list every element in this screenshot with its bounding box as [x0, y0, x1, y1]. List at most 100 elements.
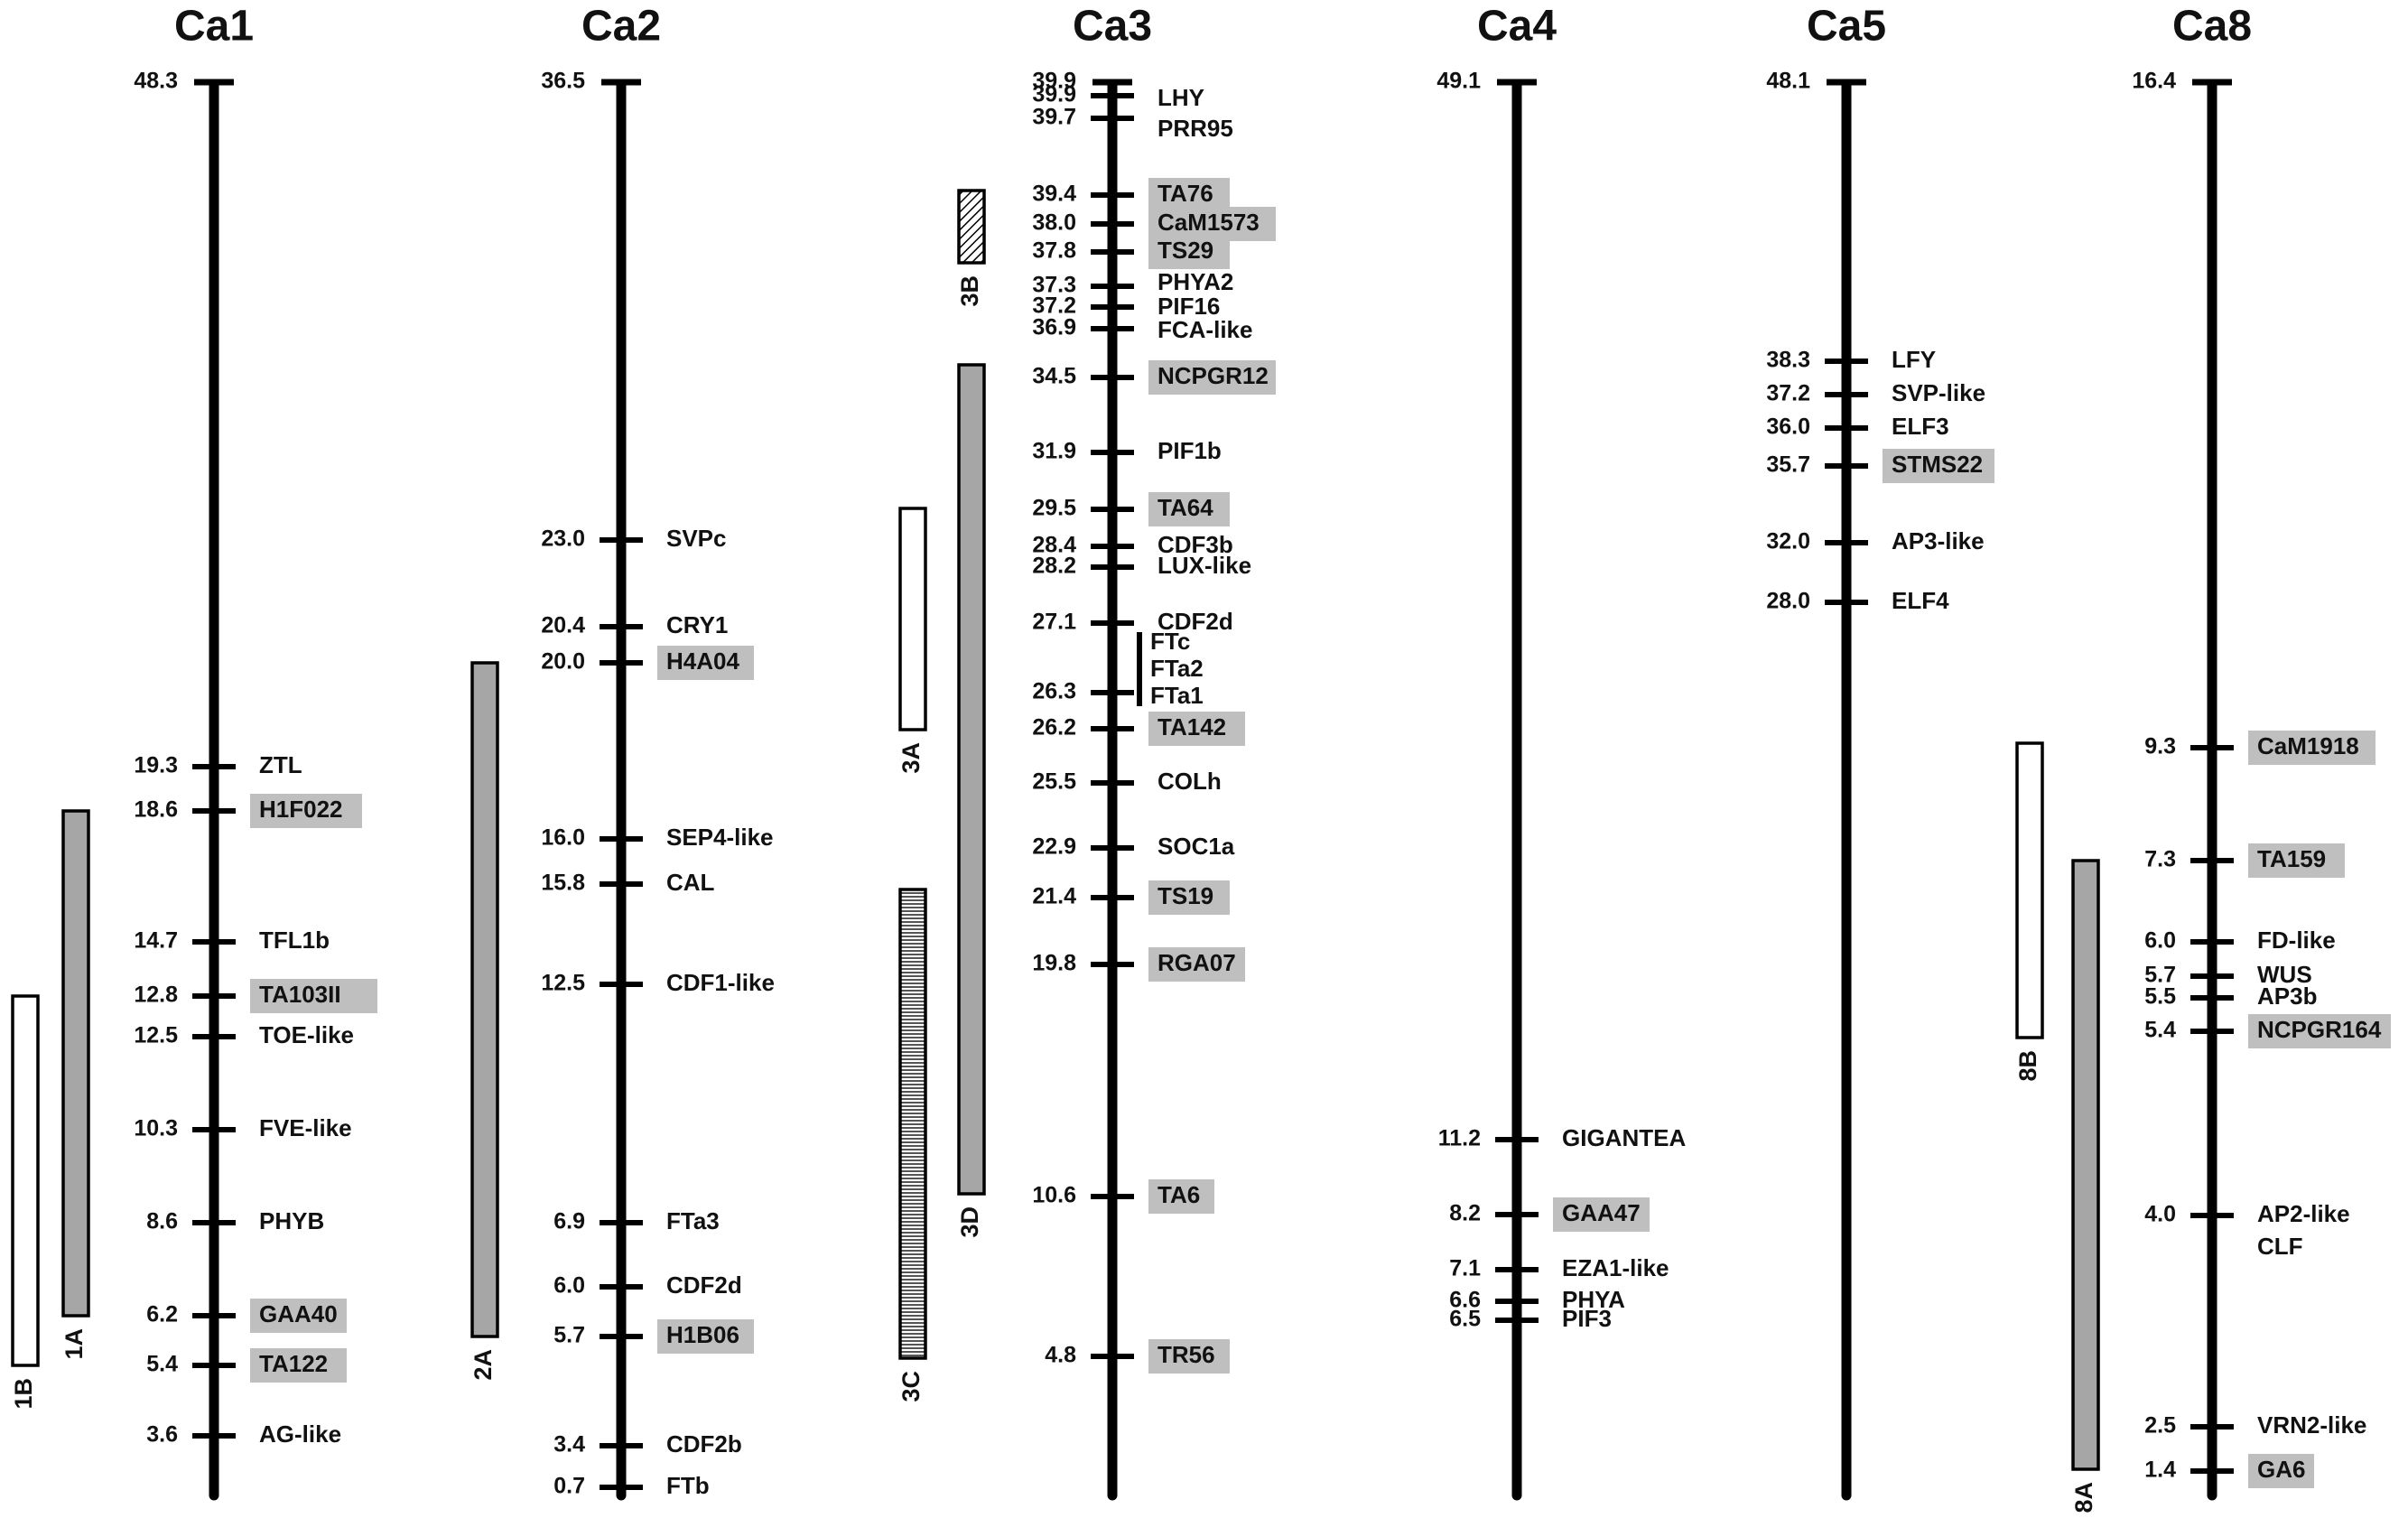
marker-position: 1.4 [2144, 1457, 2176, 1483]
marker-highlight [657, 1319, 754, 1354]
marker-label: GIGANTEA [1562, 1124, 1686, 1151]
marker-label: ELF3 [1892, 413, 1949, 440]
marker-label: TA159 [2257, 845, 2326, 872]
marker-label: TR56 [1158, 1341, 1215, 1368]
marker: 28.2 LUX-like [1032, 552, 1251, 579]
marker-position: 37.3 [1032, 273, 1076, 298]
marker: 39.9 LHY [1032, 82, 1204, 111]
chromosome-title: Ca2 [581, 3, 661, 51]
marker-label: AG-like [259, 1420, 341, 1448]
marker-label: CDF2d [666, 1271, 742, 1299]
marker-position: 23.0 [541, 526, 585, 552]
marker-position: 5.7 [2144, 963, 2176, 988]
marker-position: 11.2 [1438, 1126, 1481, 1151]
region-label: 2A [470, 1349, 497, 1381]
chromosome-length: 36.5 [541, 69, 585, 94]
marker-highlight [1148, 360, 1276, 395]
marker-position: 15.8 [541, 871, 585, 896]
marker: 39.4 TA76 [1032, 178, 1230, 212]
marker-position: 22.9 [1032, 834, 1076, 860]
marker-position: 19.3 [134, 753, 178, 778]
marker-position: 34.5 [1032, 364, 1076, 389]
marker: 6.0 CDF2d [553, 1271, 742, 1299]
marker-label: SVP-like [1892, 379, 1985, 406]
region-label: 3C [897, 1371, 925, 1402]
marker-position: 16.0 [541, 825, 585, 851]
marker: 0.7 FTb [553, 1472, 709, 1499]
marker-highlight [2248, 1014, 2391, 1048]
marker-position: 29.5 [1032, 496, 1076, 521]
marker-label: CRY1 [666, 611, 728, 638]
marker-position: 4.8 [1045, 1343, 1076, 1368]
marker-position: 3.6 [146, 1422, 178, 1448]
marker: 28.4 CDF3b [1032, 531, 1232, 558]
marker-label: PRR95 [1158, 115, 1233, 142]
chromosome-length: 16.4 [2132, 69, 2176, 94]
marker: 36.0 ELF3 [1766, 413, 1948, 440]
marker-label: CaM1573 [1158, 209, 1260, 236]
marker-position: 36.9 [1032, 315, 1076, 340]
marker: 10.6 TA6 [1032, 1179, 1214, 1214]
marker: 14.7 TFL1b [134, 927, 330, 954]
marker-position: 5.5 [2144, 984, 2176, 1010]
marker-label: NCPGR12 [1158, 362, 1269, 389]
marker-label: CaM1918 [2257, 732, 2359, 759]
marker: 36.9 FCA-like [1032, 315, 1252, 343]
marker: 31.9 PIF1b [1032, 437, 1221, 464]
marker-label: TA122 [259, 1350, 328, 1377]
marker: 12.5 TOE-like [134, 1021, 354, 1048]
marker-position: 6.0 [553, 1273, 585, 1299]
marker-label: TA103II [259, 981, 341, 1008]
marker-highlight [1148, 1179, 1214, 1214]
marker-label-second: CLF [2257, 1233, 2303, 1260]
marker-label: PHYA [1562, 1286, 1625, 1313]
marker-position: 18.6 [134, 797, 178, 823]
marker-highlight [2248, 843, 2345, 878]
region-label: 8B [2014, 1050, 2041, 1082]
marker: 8.6 PHYB [146, 1207, 324, 1234]
marker-label: WUS [2257, 961, 2312, 988]
marker-label: NCPGR164 [2257, 1016, 2382, 1043]
marker-position: 12.5 [541, 971, 585, 996]
marker-position: 5.7 [553, 1323, 585, 1348]
marker: 15.8 CAL [541, 869, 714, 896]
marker-label: GAA40 [259, 1300, 338, 1327]
marker-label: ZTL [259, 751, 302, 778]
marker: 6.0 FD-like [2144, 927, 2335, 954]
region-8a [2071, 859, 2100, 1471]
marker-position: 0.7 [553, 1474, 585, 1499]
marker: 6.6 PHYA [1449, 1286, 1625, 1313]
group-marker-label: FTa1 [1150, 682, 1204, 709]
marker-position: 7.1 [1449, 1256, 1481, 1281]
marker: 4.8 TR56 [1045, 1339, 1230, 1374]
marker-position: 21.4 [1032, 884, 1076, 909]
marker-position: 35.7 [1766, 452, 1810, 478]
chromosome-title: Ca4 [1477, 3, 1557, 51]
region-1b [11, 994, 40, 1367]
chromosome-ca5: Ca5 48.1 38.3 LFY 37.2 SVP-like 36.0 ELF3 35.7 ST… [1766, 3, 1994, 1501]
region-label: 8A [2070, 1482, 2097, 1513]
marker-label: PHYB [259, 1207, 324, 1234]
marker-label: PHYA2 [1158, 268, 1233, 295]
marker-label: FD-like [2257, 927, 2336, 954]
marker: 19.8 RGA07 [1032, 947, 1245, 982]
marker-label: PIF3 [1562, 1305, 1612, 1332]
marker-position: 5.4 [146, 1352, 178, 1377]
marker: 5.7 H1B06 [553, 1319, 754, 1354]
marker-label: CDF2d [1158, 608, 1233, 635]
marker: 26.2 TA142 [1032, 712, 1245, 746]
marker-label: AP2-like [2257, 1200, 2350, 1227]
chromosome-title: Ca3 [1073, 3, 1152, 51]
marker-position: 26.3 [1032, 679, 1076, 704]
marker: 1.4 GA6 [2144, 1454, 2314, 1488]
marker-label: PIF16 [1158, 293, 1220, 320]
marker-highlight [1553, 1197, 1650, 1232]
marker: 6.2 GAA40 [146, 1299, 347, 1333]
marker-label: H1B06 [666, 1321, 739, 1348]
marker: 8.2 GAA47 [1449, 1197, 1650, 1232]
marker-position: 39.9 [1032, 82, 1076, 107]
marker: 20.4 CRY1 [541, 611, 728, 638]
region-3c [898, 888, 927, 1360]
marker-label: VRN2-like [2257, 1411, 2366, 1439]
